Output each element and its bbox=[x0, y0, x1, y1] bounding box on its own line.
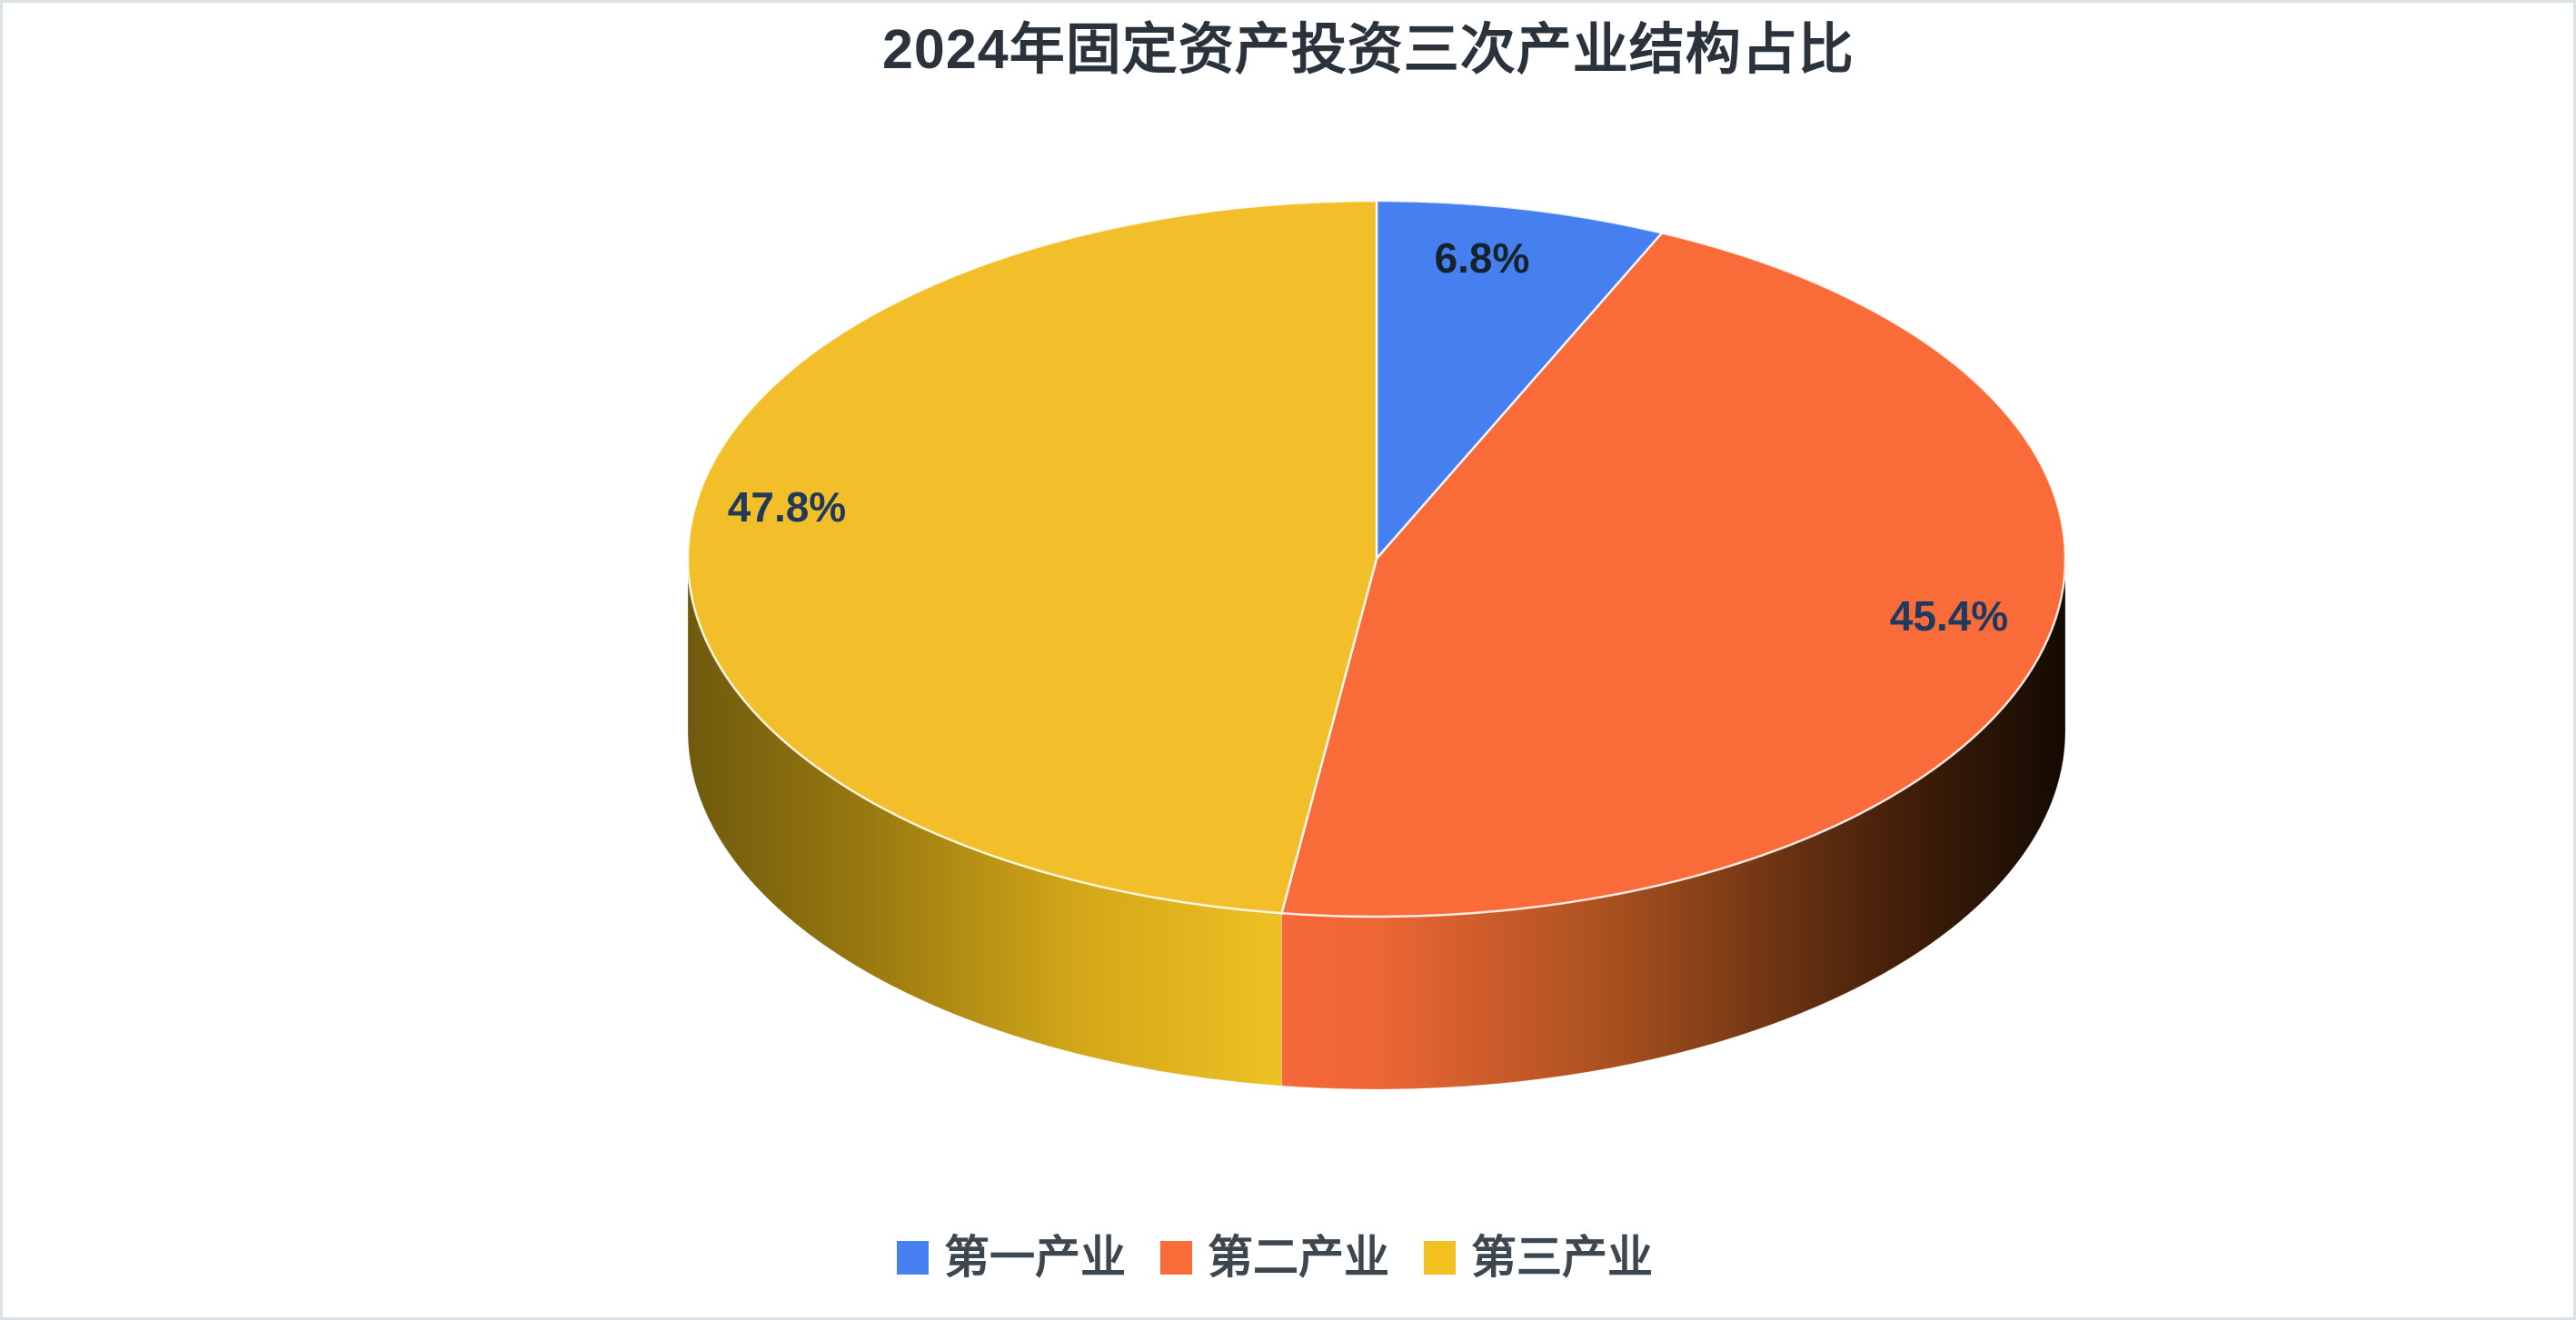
pie-slice-secondary-industry bbox=[1280, 232, 2067, 918]
legend-swatch-icon bbox=[897, 1240, 929, 1275]
legend-item-label: 第一产业 bbox=[944, 1232, 1126, 1283]
legend-item-label: 第三产业 bbox=[1471, 1232, 1653, 1283]
pie-slice-primary-industry bbox=[1375, 199, 1664, 561]
legend-swatch-icon bbox=[1160, 1240, 1192, 1275]
slice-label-tertiary-industry: 47.8% bbox=[727, 483, 847, 531]
pie-slice-tertiary-industry bbox=[686, 199, 1378, 915]
chart-title: 2024年固定资产投资三次产业结构占比 bbox=[882, 18, 1855, 80]
slice-label-primary-industry: 6.8% bbox=[1434, 234, 1530, 282]
slice-label-secondary-industry: 45.4% bbox=[1889, 592, 2009, 640]
legend-item-1: 第一产业 bbox=[897, 1235, 1126, 1280]
pie-3d bbox=[686, 199, 2067, 1090]
legend-item-2: 第二产业 bbox=[1160, 1235, 1389, 1280]
pie-top-surface bbox=[686, 199, 2067, 918]
legend-item-label: 第二产业 bbox=[1208, 1232, 1389, 1283]
legend: 第一产业 第二产业 第三产业 bbox=[897, 1231, 1653, 1284]
legend-item-3: 第三产业 bbox=[1424, 1235, 1653, 1280]
legend-swatch-icon bbox=[1424, 1240, 1456, 1275]
